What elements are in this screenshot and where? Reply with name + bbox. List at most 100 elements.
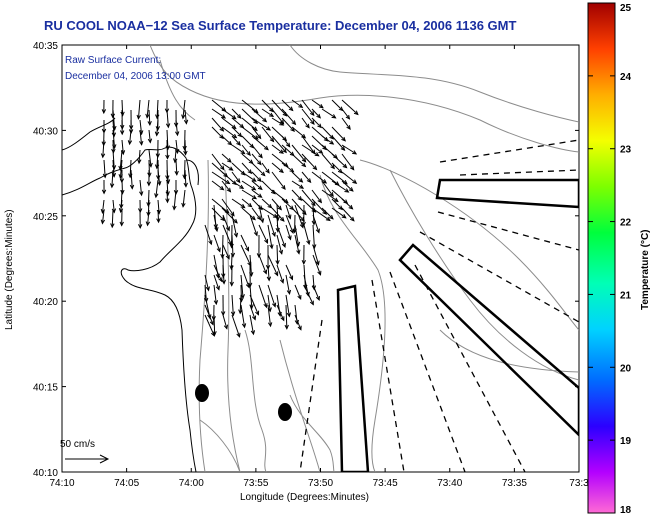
current-vector [276,224,286,248]
current-vector [258,284,268,309]
current-vector [100,209,106,225]
current-vector [275,244,280,266]
x-tick-label: 73:45 [373,478,398,489]
x-tick-label: 73:35 [502,478,527,489]
current-vector [331,198,343,211]
current-vector [211,117,225,132]
current-vector [261,162,270,174]
x-axis-ticks: 74:10 74:05 74:00 73:55 73:50 73:45 73:40 73:35… [49,45,589,489]
current-vector [311,189,323,204]
y-tick-label: 40:35 [33,41,58,52]
current-vector [291,189,303,201]
current-vector [341,198,354,210]
colorbar-tick-label: 19 [620,436,632,447]
colorbar-tick-label: 20 [620,363,632,374]
current-vector [331,207,347,219]
current-vector [331,126,347,142]
current-vector [119,119,125,136]
colorbar-tick-label: 22 [620,218,632,229]
current-vector [266,264,272,282]
current-vector [291,153,307,168]
current-vector [145,209,151,227]
current-vector [258,254,268,275]
scale-label: 50 cm/s [60,439,95,450]
colorbar-tick-label: 24 [620,72,632,83]
current-vector [285,274,292,295]
current-vector [301,99,315,117]
current-label-line2: December 04, 2006 13:00 GMT [65,71,206,82]
x-tick-label: 73:40 [437,478,462,489]
current-vector [100,139,106,159]
current-vector [239,284,244,303]
current-vector [118,199,124,214]
current-vector [221,135,233,146]
current-vector [165,189,170,204]
x-axis-label: Longitude (Degrees:Minutes) [240,492,369,503]
y-tick-label: 40:10 [33,468,58,479]
current-vector [291,99,304,109]
current-vector [267,214,276,238]
current-vector [294,314,302,331]
current-vector [231,214,239,238]
current-vector [291,144,307,163]
current-vector [311,99,324,109]
x-tick-label: 73:3 [569,478,589,489]
y-tick-label: 40:20 [33,297,58,308]
x-tick-label: 74:10 [49,478,74,489]
current-vector [251,153,262,166]
current-vector [271,144,284,154]
current-vector [249,304,257,321]
current-vector [172,189,177,211]
coastline [62,117,199,472]
current-vector [284,304,289,330]
current-vector [165,109,171,129]
current-vector [147,109,152,126]
current-vector [285,204,292,220]
current-vector [231,314,241,338]
y-axis-label: Latitude (Degrees:Minutes) [4,209,15,330]
colorbar-tick-label: 18 [620,505,632,516]
current-vector [231,180,245,190]
current-vector [291,180,305,189]
current-vector [341,153,355,171]
current-vector [251,144,263,159]
current-vector [312,214,320,234]
current-vector [331,162,343,174]
current-vector [281,162,295,173]
current-vector [341,99,359,116]
current-vector [331,180,350,193]
current-vector [341,108,351,120]
current-vector [181,99,186,120]
current-vector [321,108,337,119]
current-vector [241,171,257,182]
current-vector [231,135,241,146]
current-vector [267,254,279,277]
current-vector [231,171,241,184]
current-vector [229,264,234,287]
current-vector [173,149,178,164]
y-tick-label: 40:30 [33,126,58,137]
current-vector [251,135,269,151]
current-vector [301,144,320,157]
current-vector [271,162,284,174]
current-vector [341,207,355,222]
current-vector [165,129,170,151]
y-tick-label: 40:25 [33,212,58,223]
current-vector [222,244,230,260]
current-vector [101,179,107,195]
current-vector [241,144,251,157]
x-tick-label: 74:00 [179,478,204,489]
current-vector [183,169,188,188]
current-vector [213,284,219,306]
current-vector [294,234,301,255]
x-tick-label: 74:05 [114,478,139,489]
current-vector [213,274,220,291]
current-vector [111,119,117,138]
current-vector [312,284,320,302]
current-vector [221,198,235,217]
current-vector [174,119,180,137]
current-vector [111,149,117,171]
current-vector [222,214,230,232]
current-vector [231,126,243,138]
current-vector [251,108,268,123]
